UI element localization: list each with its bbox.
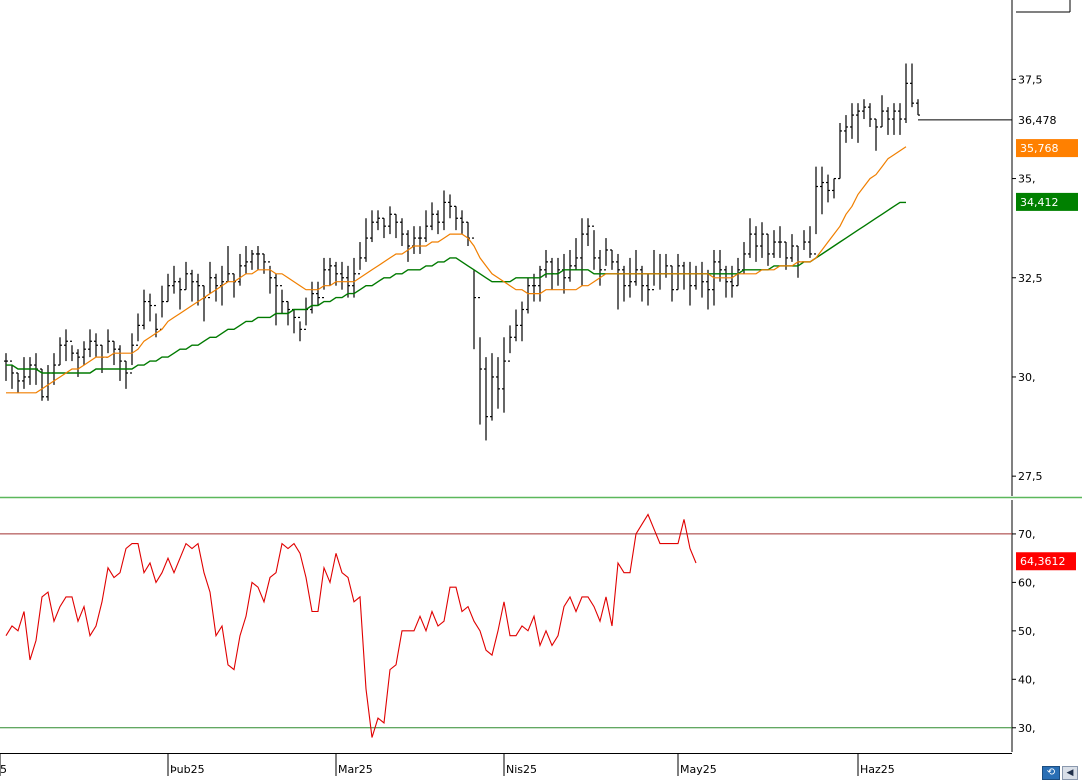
ma-slow-line <box>6 201 906 374</box>
rsi-badge-label: 64,3612 <box>1020 555 1066 568</box>
x-tick-label: Haz25 <box>860 763 895 776</box>
rsi-line <box>5 513 697 738</box>
rsi-badge-box <box>1016 552 1076 571</box>
price-y-tick-label: 27,5 <box>1018 470 1043 483</box>
ma-slow-badge-box <box>1016 192 1078 211</box>
price-panel: 37,5 35, 32,5 30, 27,5 36,478 35,768 34,412 <box>0 0 1082 499</box>
x-tick-label: May25 <box>680 763 717 776</box>
arrow-left-icon[interactable]: ◀ <box>1062 766 1078 780</box>
rsi-y-tick-label: 70, <box>1018 528 1036 541</box>
price-y-tick-label: 35, <box>1018 173 1036 186</box>
x-tick-label: 5 <box>0 763 7 776</box>
price-y-tick-label: 37,5 <box>1018 73 1043 86</box>
x-axis: 5 Þub25 Mar25 Nis25 May25 Haz25 <box>0 753 1012 776</box>
price-y-tick-label: 30, <box>1018 371 1036 384</box>
x-tick-label: Nis25 <box>506 763 537 776</box>
rsi-y-tick-label: 60, <box>1018 576 1036 589</box>
ma-slow-badge-label: 34,412 <box>1020 196 1059 209</box>
rsi-panel: 70, 60, 50, 40, 30, 64,3612 <box>0 500 1076 752</box>
refresh-icon[interactable]: ⟲ <box>1042 766 1060 780</box>
price-y-tick-label: 32,5 <box>1018 272 1043 285</box>
rsi-y-tick-label: 30, <box>1018 722 1036 735</box>
last-price-label: 36,478 <box>1018 114 1057 127</box>
x-tick-label: Þub25 <box>170 763 205 776</box>
rsi-y-tick-label: 50, <box>1018 625 1036 638</box>
x-tick-label: Mar25 <box>338 763 373 776</box>
rsi-y-tick-label: 40, <box>1018 673 1036 686</box>
ma-fast-badge-label: 35,768 <box>1020 142 1059 155</box>
ma-fast-line <box>6 146 907 394</box>
ma-fast-badge-box <box>1016 139 1078 158</box>
